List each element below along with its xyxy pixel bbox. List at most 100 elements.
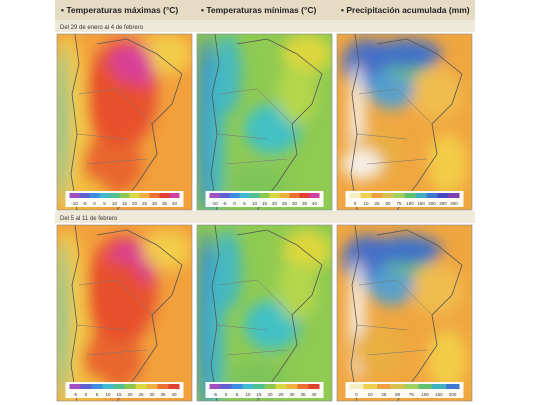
legend-swatch <box>349 193 361 198</box>
legend-tick-label: 0 <box>233 201 236 206</box>
legend-tick-label: 20 <box>272 201 278 206</box>
map-panel: 0 10 25 50 75 100 150 200 <box>336 224 473 402</box>
period-label: Del 5 al 11 de febrero <box>60 216 118 222</box>
legend-swatch <box>371 193 383 198</box>
legend-swatch <box>242 384 254 389</box>
legend-swatch <box>286 384 298 389</box>
legend-swatch <box>229 193 240 198</box>
legend-tick-label: 40 <box>311 392 317 397</box>
legend-tick-label: 5 <box>243 201 246 206</box>
legend-swatch <box>89 193 100 198</box>
legend-tick-label: -5 <box>73 392 77 397</box>
legend-swatch <box>102 384 114 389</box>
map-blob <box>212 230 242 310</box>
map-blob <box>142 230 192 270</box>
map-field <box>197 34 332 210</box>
legend-swatch <box>119 193 130 198</box>
legend-tick-label: 40 <box>312 201 318 206</box>
legend-swatch <box>448 193 460 198</box>
period-band <box>55 20 475 32</box>
border <box>70 34 80 210</box>
legend-swatch <box>289 193 300 198</box>
legend-tick-label: 5 <box>103 201 106 206</box>
legend-tick-label: 10 <box>368 392 374 397</box>
legend-tick-label: 25 <box>278 392 284 397</box>
map-field <box>337 225 472 401</box>
map-blob <box>57 240 68 400</box>
legend-tick-label: 75 <box>409 392 415 397</box>
legend-tick-label: 10 <box>105 392 111 397</box>
legend-swatch <box>69 384 81 389</box>
legend-tick-label: 10 <box>363 201 369 206</box>
map-blob <box>342 149 382 179</box>
legend-swatch <box>129 193 140 198</box>
legend-tick-label: 35 <box>302 201 308 206</box>
legend-swatch <box>219 193 230 198</box>
column-header: • Temperaturas mínimas (°C) <box>201 5 317 15</box>
legend-swatch <box>239 193 250 198</box>
legend-tick-label: 100 <box>406 201 414 206</box>
legend-swatch <box>309 193 320 198</box>
legend-swatch <box>169 193 180 198</box>
border <box>76 88 153 165</box>
frame <box>196 33 333 211</box>
legend-tick-label: 300 <box>439 201 447 206</box>
frame <box>196 224 333 402</box>
legend-tick-label: 15 <box>262 201 268 206</box>
legend-tick-label: 30 <box>289 392 295 397</box>
border <box>376 229 463 401</box>
border <box>210 225 220 401</box>
legend-tick-label: 10 <box>112 201 118 206</box>
legend-swatch <box>437 193 449 198</box>
column-header: • Precipitación acumulada (mm) <box>341 5 470 15</box>
map-blob <box>412 265 462 315</box>
legend-swatch <box>275 384 287 389</box>
legend-tick-label: -5 <box>213 392 217 397</box>
legend-tick-label: 35 <box>300 392 306 397</box>
legend-tick-label: 35 <box>160 392 166 397</box>
legend-tick-label: 25 <box>381 392 387 397</box>
legend-tick-label: 5 <box>236 392 239 397</box>
border <box>350 225 360 401</box>
map-blob <box>82 134 142 194</box>
legend-swatch <box>299 193 310 198</box>
legend-tick-label: 20 <box>127 392 133 397</box>
legend-swatch <box>349 384 364 389</box>
legend-swatch <box>124 384 136 389</box>
border <box>236 229 323 401</box>
legend-tick-label: 0 <box>85 392 88 397</box>
map-blob <box>367 265 417 305</box>
legend-swatch <box>279 193 290 198</box>
legend-tick-label: 50 <box>395 392 401 397</box>
map-blob <box>277 260 317 320</box>
legend-tick-label: 30 <box>149 392 155 397</box>
legend-swatch <box>390 384 405 389</box>
legend-tick-label: 150 <box>435 392 443 397</box>
map-blob <box>142 34 192 74</box>
map-blob <box>82 330 142 390</box>
legend-tick-label: 35 <box>162 201 168 206</box>
legend-tick-label: 30 <box>292 201 298 206</box>
frame <box>336 224 473 402</box>
legend-swatch <box>99 193 110 198</box>
legend-swatch <box>377 384 391 389</box>
legend-tick-label: -5 <box>82 201 86 206</box>
legend-tick-label: 30 <box>152 201 158 206</box>
border <box>70 225 80 401</box>
legend-swatch <box>139 193 150 198</box>
border <box>236 38 323 210</box>
border <box>216 88 293 165</box>
legend-swatch <box>79 193 90 198</box>
legend-swatch <box>259 193 270 198</box>
map-shading <box>342 235 467 390</box>
legend-swatch <box>432 384 446 389</box>
legend-tick-label: 15 <box>256 392 262 397</box>
border <box>210 34 220 210</box>
legend-swatch <box>404 193 416 198</box>
legend-tick-label: 0 <box>225 392 228 397</box>
legend-tick-label: 10 <box>245 392 251 397</box>
map-panel: 0 10 25 50 75 100 150 200 300 400 <box>336 33 473 211</box>
legend-tick-label: 40 <box>172 201 178 206</box>
legend-swatch <box>80 384 92 389</box>
